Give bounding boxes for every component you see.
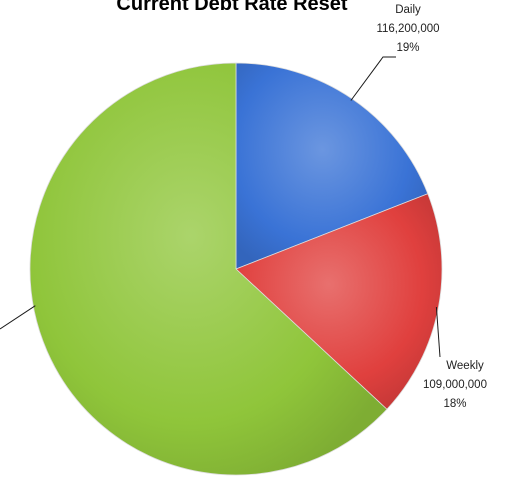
data-label-daily: Daily 116,200,000 19% [376, 4, 439, 54]
data-label-weekly: Weekly 109,000,000 18% [423, 360, 487, 410]
pie-slice-remaining [29, 62, 388, 476]
leader-line-remaining [0, 305, 36, 330]
pie-slices [29, 62, 443, 476]
leader-line-weekly [435, 306, 441, 358]
leader-line-daily [350, 56, 396, 101]
leader-lines [0, 56, 441, 358]
data-label-daily-value: 116,200,000 [376, 23, 439, 35]
data-label-weekly-value: 109,000,000 [423, 379, 487, 391]
pie-slice-weekly [235, 193, 443, 410]
data-label-weekly-percent: 18% [443, 398, 466, 410]
data-label-daily-name: Daily [395, 4, 421, 16]
data-label-weekly-name: Weekly [446, 360, 484, 372]
chart-title: Current Debt Rate Reset [116, 0, 348, 15]
data-label-daily-percent: 19% [396, 42, 419, 54]
